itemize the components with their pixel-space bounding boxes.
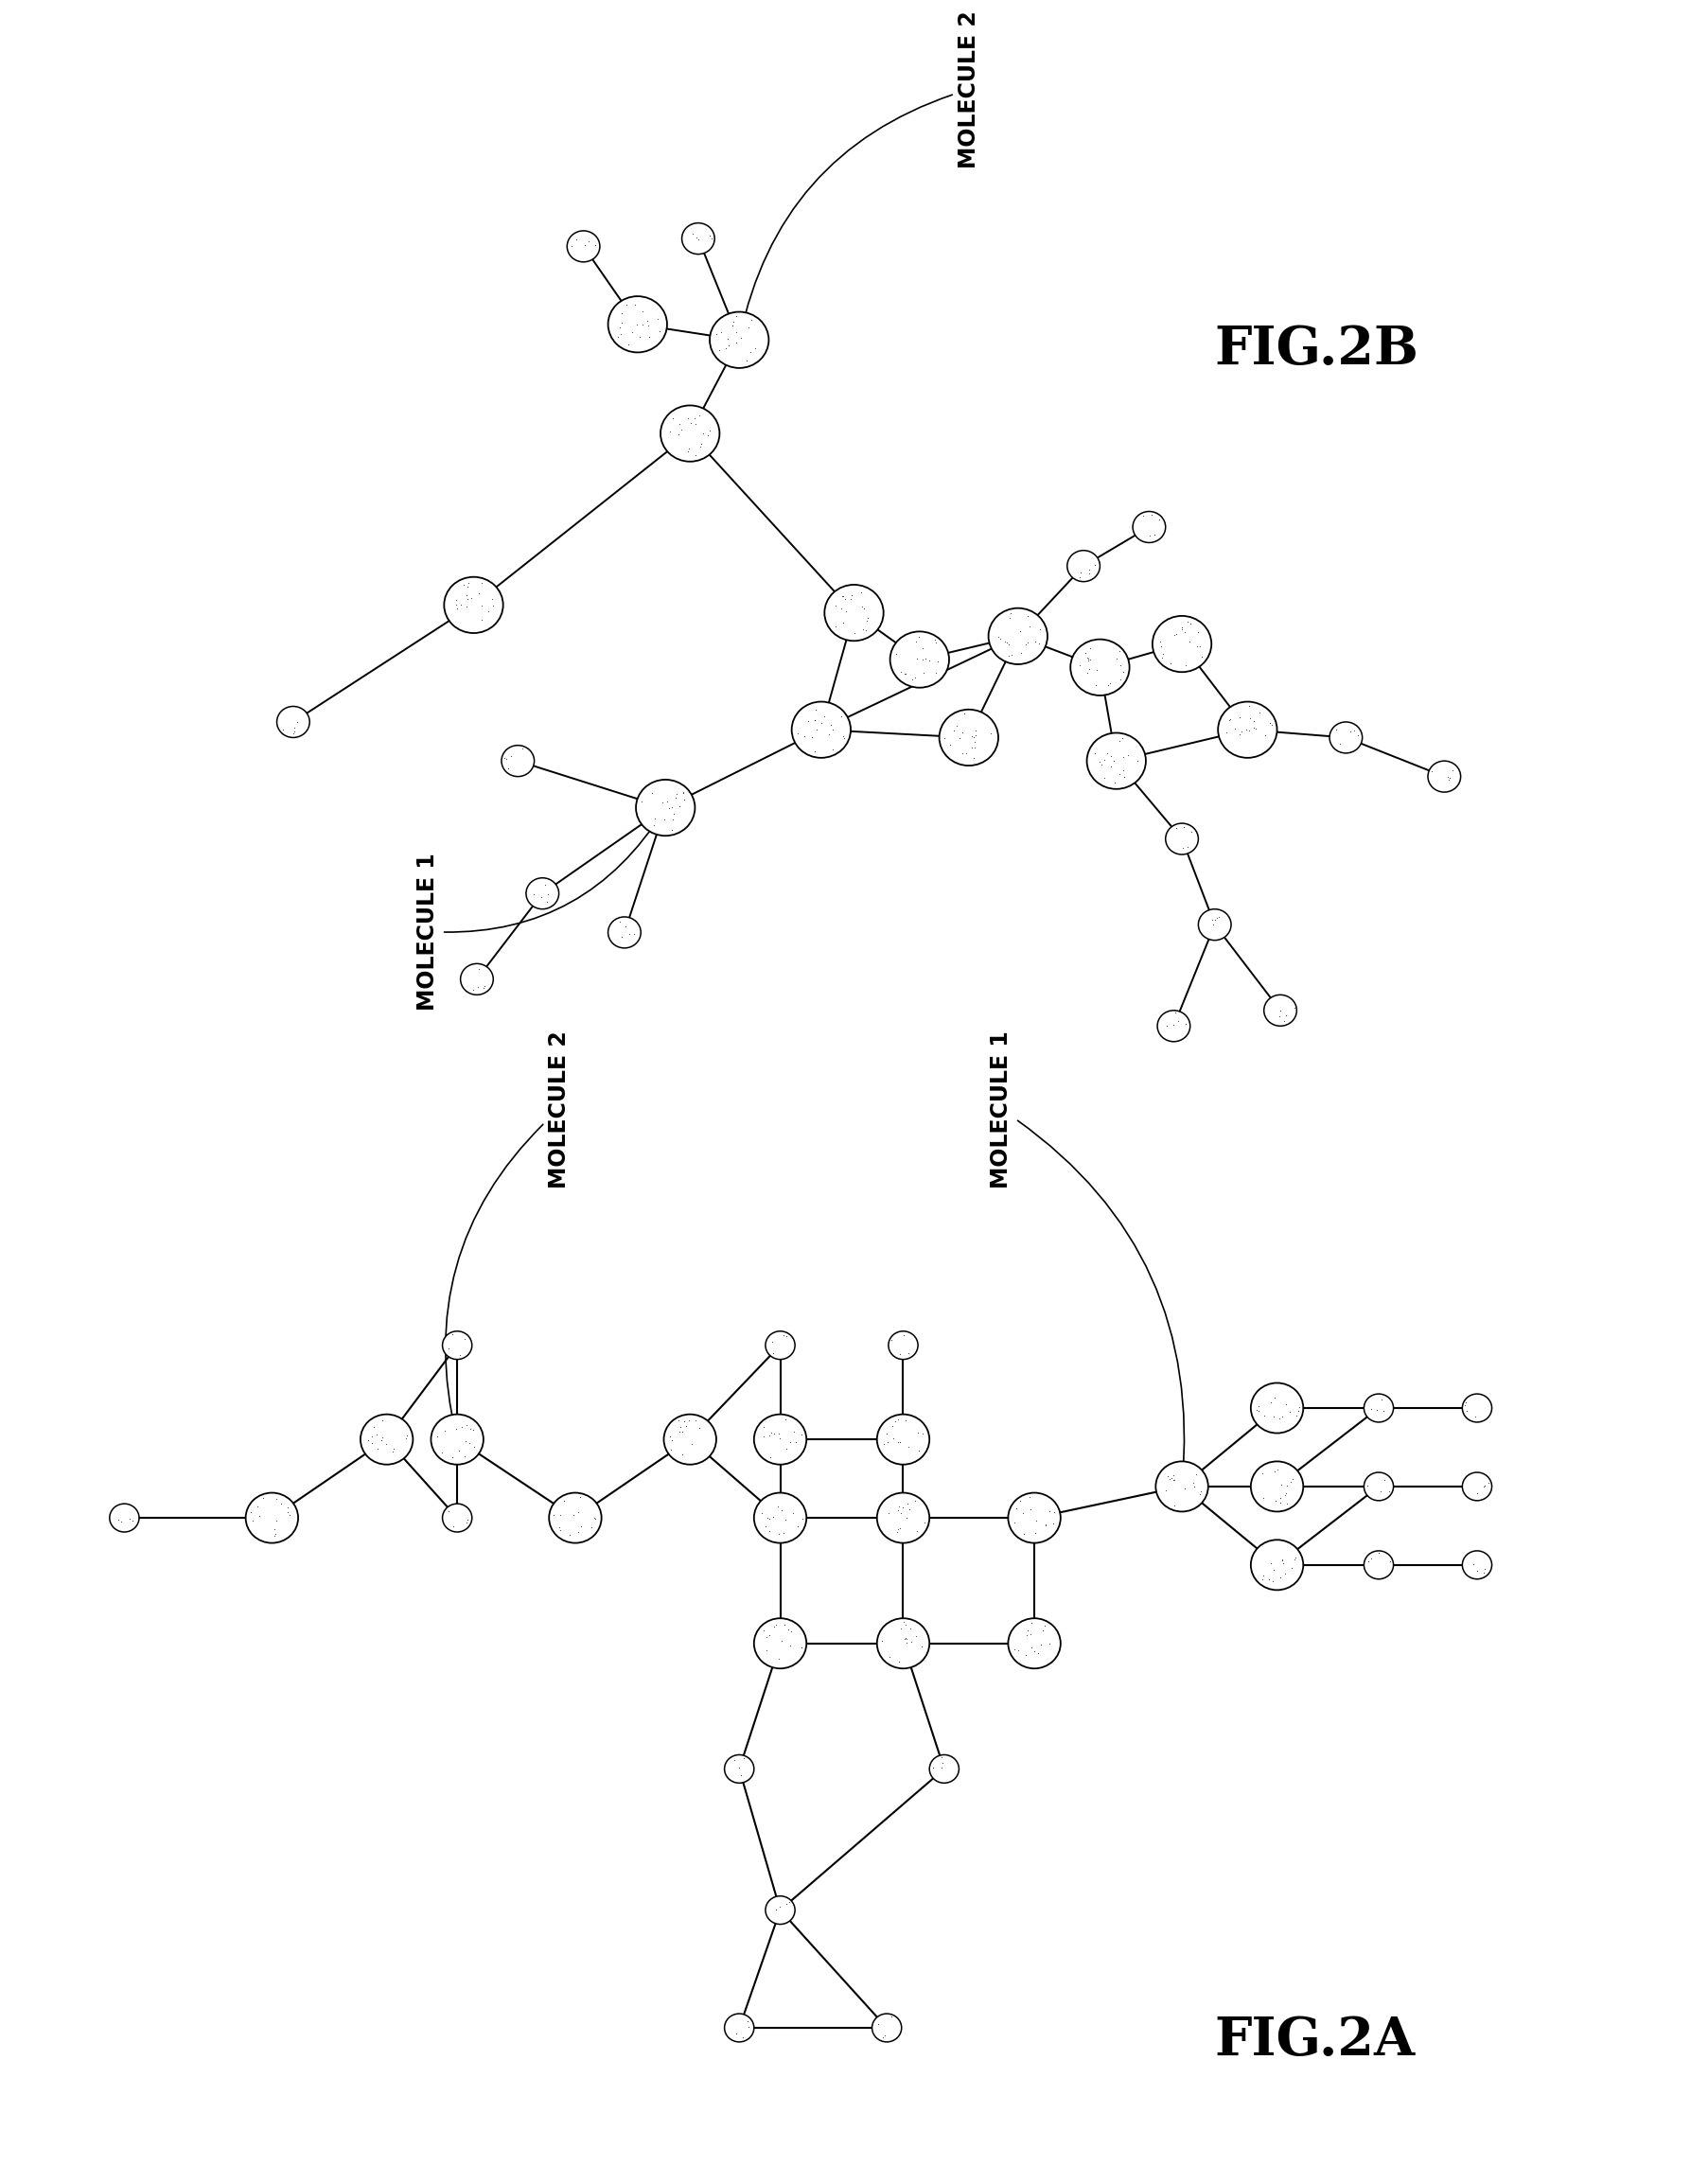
Circle shape: [1428, 762, 1460, 792]
Circle shape: [1153, 616, 1211, 672]
Circle shape: [1365, 1550, 1394, 1578]
Circle shape: [526, 878, 559, 908]
Circle shape: [442, 1504, 471, 1532]
Circle shape: [753, 1415, 806, 1465]
Circle shape: [635, 779, 695, 836]
Circle shape: [664, 1415, 716, 1465]
Circle shape: [1165, 823, 1199, 854]
Circle shape: [567, 231, 600, 262]
Circle shape: [1218, 701, 1278, 758]
Circle shape: [661, 406, 719, 461]
Circle shape: [277, 707, 309, 738]
Circle shape: [724, 1755, 753, 1784]
Circle shape: [442, 1332, 471, 1360]
Circle shape: [444, 576, 504, 633]
Circle shape: [1250, 1460, 1303, 1511]
Text: MOLECULE 1: MOLECULE 1: [991, 1030, 1184, 1484]
Circle shape: [1132, 511, 1165, 544]
Circle shape: [939, 709, 997, 766]
Circle shape: [1462, 1471, 1491, 1500]
Text: FIG.2A: FIG.2A: [1214, 2015, 1416, 2067]
Circle shape: [876, 1415, 929, 1465]
Circle shape: [1329, 723, 1363, 753]
Circle shape: [876, 1493, 929, 1543]
Circle shape: [1156, 1460, 1208, 1511]
Circle shape: [360, 1415, 413, 1465]
Circle shape: [608, 917, 640, 947]
Circle shape: [888, 1332, 917, 1360]
Circle shape: [548, 1493, 601, 1543]
Circle shape: [1250, 1539, 1303, 1589]
Circle shape: [711, 312, 769, 369]
Circle shape: [873, 2013, 902, 2041]
Circle shape: [1199, 908, 1231, 941]
Circle shape: [461, 963, 494, 995]
Circle shape: [1071, 640, 1129, 696]
Circle shape: [1068, 550, 1100, 581]
Circle shape: [608, 297, 668, 351]
Circle shape: [502, 744, 535, 777]
Circle shape: [793, 701, 851, 758]
Circle shape: [929, 1755, 958, 1784]
Circle shape: [765, 1897, 794, 1923]
Circle shape: [765, 1332, 794, 1360]
Circle shape: [1365, 1471, 1394, 1500]
Circle shape: [753, 1493, 806, 1543]
Circle shape: [1264, 995, 1296, 1026]
Circle shape: [1086, 733, 1146, 788]
Circle shape: [989, 609, 1047, 664]
Circle shape: [1462, 1550, 1491, 1578]
Circle shape: [109, 1504, 138, 1532]
Circle shape: [1462, 1395, 1491, 1421]
Circle shape: [430, 1415, 483, 1465]
Circle shape: [1365, 1395, 1394, 1421]
Circle shape: [1250, 1384, 1303, 1432]
Circle shape: [825, 585, 883, 642]
Circle shape: [1008, 1493, 1061, 1543]
Text: MOLECULE 1: MOLECULE 1: [417, 810, 664, 1011]
Text: MOLECULE 2: MOLECULE 2: [446, 1030, 570, 1436]
Circle shape: [681, 223, 714, 253]
Circle shape: [876, 1618, 929, 1668]
Circle shape: [1008, 1618, 1061, 1668]
Circle shape: [724, 2013, 753, 2041]
Circle shape: [246, 1493, 299, 1543]
Circle shape: [890, 631, 950, 688]
Text: MOLECULE 2: MOLECULE 2: [740, 11, 980, 338]
Text: FIG.2B: FIG.2B: [1214, 323, 1419, 375]
Circle shape: [753, 1618, 806, 1668]
Circle shape: [1158, 1011, 1190, 1041]
